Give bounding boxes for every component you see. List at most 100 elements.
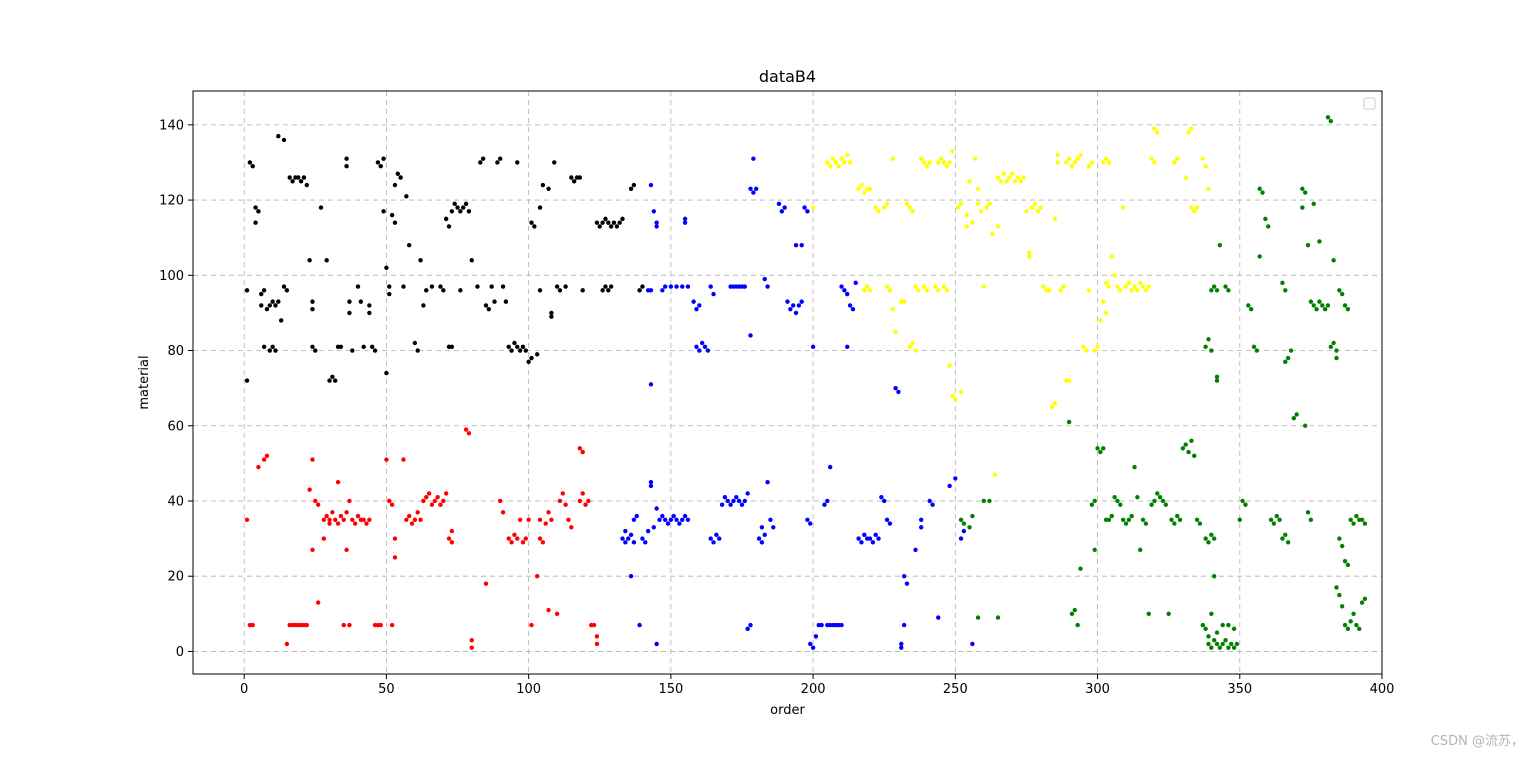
- data-point: [404, 194, 409, 199]
- data-point: [879, 495, 884, 500]
- data-point: [449, 209, 455, 214]
- data-point: [546, 607, 551, 613]
- data-point: [1206, 186, 1211, 191]
- data-point: [1260, 190, 1265, 195]
- data-point: [466, 431, 472, 436]
- data-point: [859, 182, 864, 188]
- data-point: [657, 517, 662, 522]
- data-point: [253, 220, 258, 225]
- data-point: [273, 348, 278, 353]
- data-point: [1129, 513, 1134, 519]
- data-point: [367, 517, 372, 522]
- data-point: [1120, 205, 1126, 210]
- data-point: [904, 581, 910, 586]
- data-point: [1342, 622, 1348, 628]
- data-point: [887, 521, 893, 526]
- data-point: [1211, 284, 1217, 289]
- data-point: [990, 231, 995, 237]
- data-point: [270, 344, 275, 349]
- data-point: [384, 457, 389, 462]
- data-point: [506, 344, 511, 349]
- data-point: [910, 340, 915, 346]
- data-point: [759, 525, 765, 530]
- data-point: [1146, 284, 1151, 289]
- data-point: [344, 156, 349, 161]
- data-point: [259, 291, 264, 297]
- data-point: [415, 348, 420, 353]
- data-point: [1243, 502, 1248, 507]
- data-point: [310, 457, 315, 462]
- data-point: [580, 491, 585, 496]
- data-point: [845, 152, 850, 158]
- data-point: [256, 464, 261, 470]
- data-point: [754, 186, 759, 191]
- data-point: [1194, 517, 1200, 522]
- data-point: [606, 288, 611, 293]
- data-point: [648, 483, 654, 489]
- plot-frame: [192, 90, 1383, 675]
- data-point: [1226, 288, 1231, 293]
- data-point: [808, 641, 813, 647]
- data-point: [327, 517, 332, 522]
- data-point: [694, 344, 699, 349]
- data-point: [1103, 280, 1109, 286]
- data-point: [591, 622, 597, 628]
- data-point: [1322, 306, 1328, 312]
- data-point: [520, 344, 526, 349]
- data-point: [995, 224, 1001, 229]
- data-point: [1118, 288, 1123, 293]
- data-point: [1214, 630, 1220, 635]
- data-point: [904, 201, 910, 207]
- data-point: [429, 284, 435, 289]
- data-point: [725, 498, 730, 504]
- data-point: [668, 284, 674, 289]
- data-point: [1231, 626, 1237, 632]
- data-point: [455, 205, 460, 210]
- data-point: [970, 513, 975, 519]
- data-point: [802, 205, 807, 210]
- data-point: [367, 310, 372, 316]
- data-point: [998, 179, 1004, 184]
- data-point: [1339, 291, 1345, 297]
- data-point: [577, 498, 583, 504]
- data-point: [1359, 600, 1365, 605]
- data-point: [1064, 160, 1069, 165]
- data-point: [324, 258, 329, 263]
- data-point: [950, 393, 955, 398]
- data-point: [1138, 547, 1143, 553]
- data-point: [537, 288, 543, 293]
- data-point: [577, 446, 583, 451]
- data-point: [882, 205, 887, 210]
- data-point: [1203, 344, 1208, 349]
- data-point: [463, 427, 469, 432]
- data-point: [594, 220, 600, 225]
- data-point: [1357, 626, 1362, 632]
- data-point: [859, 540, 864, 545]
- data-point: [987, 498, 992, 504]
- data-point: [1115, 284, 1120, 289]
- data-point: [870, 540, 876, 545]
- data-point: [310, 344, 315, 349]
- data-point: [1132, 464, 1137, 470]
- data-point: [685, 517, 691, 522]
- data-point: [409, 521, 415, 526]
- data-point: [634, 513, 639, 519]
- data-point: [1174, 156, 1180, 161]
- data-point: [637, 622, 642, 628]
- data-point: [927, 498, 932, 504]
- data-point: [731, 498, 736, 504]
- data-point: [1211, 536, 1217, 541]
- data-point: [435, 495, 440, 500]
- data-point: [1029, 205, 1035, 210]
- data-point: [748, 622, 753, 628]
- data-point: [924, 164, 930, 169]
- data-point: [1342, 303, 1348, 308]
- data-point: [1001, 171, 1006, 176]
- data-point: [708, 536, 713, 541]
- data-point: [406, 243, 412, 248]
- data-point: [392, 182, 398, 188]
- data-point: [398, 175, 403, 180]
- data-point: [853, 280, 858, 286]
- data-point: [899, 645, 904, 650]
- data-point: [315, 502, 321, 507]
